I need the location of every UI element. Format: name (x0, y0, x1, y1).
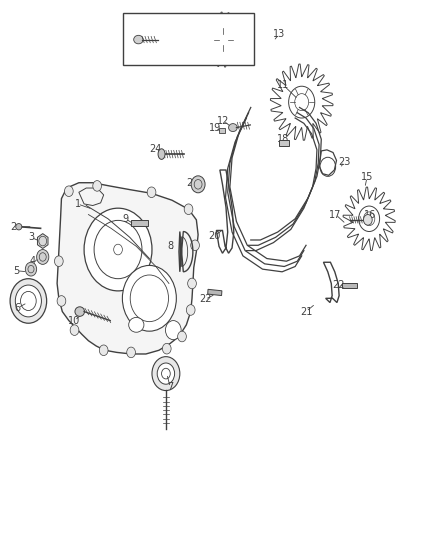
Circle shape (37, 249, 49, 264)
Bar (208, 289, 222, 296)
Text: 7: 7 (167, 382, 173, 392)
Text: 11: 11 (277, 80, 290, 90)
Circle shape (99, 345, 108, 356)
Text: 12: 12 (217, 116, 230, 126)
Ellipse shape (158, 149, 165, 159)
Text: 20: 20 (208, 231, 221, 241)
Text: 17: 17 (329, 209, 342, 220)
Text: 4: 4 (30, 256, 36, 266)
Text: 24: 24 (150, 144, 162, 154)
Bar (279, 140, 289, 146)
Circle shape (178, 331, 186, 342)
Text: 9: 9 (122, 214, 128, 224)
Circle shape (57, 296, 66, 306)
Text: 23: 23 (338, 157, 350, 166)
Text: 5: 5 (14, 266, 20, 276)
Circle shape (152, 357, 180, 391)
Text: 22: 22 (199, 294, 211, 304)
Text: 8: 8 (167, 241, 173, 252)
Circle shape (187, 278, 196, 289)
Circle shape (147, 187, 156, 198)
Circle shape (127, 347, 135, 358)
Text: 15: 15 (361, 172, 373, 182)
Ellipse shape (16, 223, 22, 230)
Circle shape (122, 265, 177, 331)
Bar (123, 13, 254, 65)
Bar (131, 220, 148, 226)
Circle shape (84, 208, 152, 291)
Text: 19: 19 (209, 123, 222, 133)
Circle shape (186, 305, 195, 316)
Circle shape (364, 215, 372, 225)
Circle shape (191, 176, 205, 193)
Text: 13: 13 (273, 29, 285, 39)
Ellipse shape (134, 35, 143, 44)
Bar (219, 128, 225, 133)
Text: 14: 14 (208, 44, 220, 54)
Text: 25: 25 (187, 177, 199, 188)
Circle shape (191, 240, 199, 251)
Circle shape (15, 285, 42, 317)
Circle shape (70, 325, 79, 335)
Ellipse shape (129, 317, 144, 332)
Circle shape (162, 343, 171, 354)
Text: 22: 22 (332, 280, 345, 290)
Circle shape (10, 279, 47, 323)
Circle shape (54, 256, 63, 266)
Text: 6: 6 (15, 303, 21, 313)
Text: 18: 18 (277, 134, 290, 144)
Text: 10: 10 (68, 316, 81, 326)
Circle shape (64, 186, 73, 197)
Text: 1: 1 (74, 199, 81, 209)
Circle shape (157, 363, 175, 384)
Text: 16: 16 (364, 209, 377, 220)
Ellipse shape (75, 307, 85, 317)
Circle shape (184, 204, 193, 215)
Circle shape (93, 181, 102, 191)
Circle shape (25, 262, 37, 276)
Text: 3: 3 (28, 232, 34, 243)
Text: 2: 2 (11, 222, 17, 232)
Ellipse shape (229, 124, 237, 132)
Circle shape (166, 320, 181, 340)
Polygon shape (57, 183, 198, 354)
Polygon shape (38, 233, 48, 248)
Bar (342, 283, 357, 288)
Text: 21: 21 (300, 306, 312, 317)
